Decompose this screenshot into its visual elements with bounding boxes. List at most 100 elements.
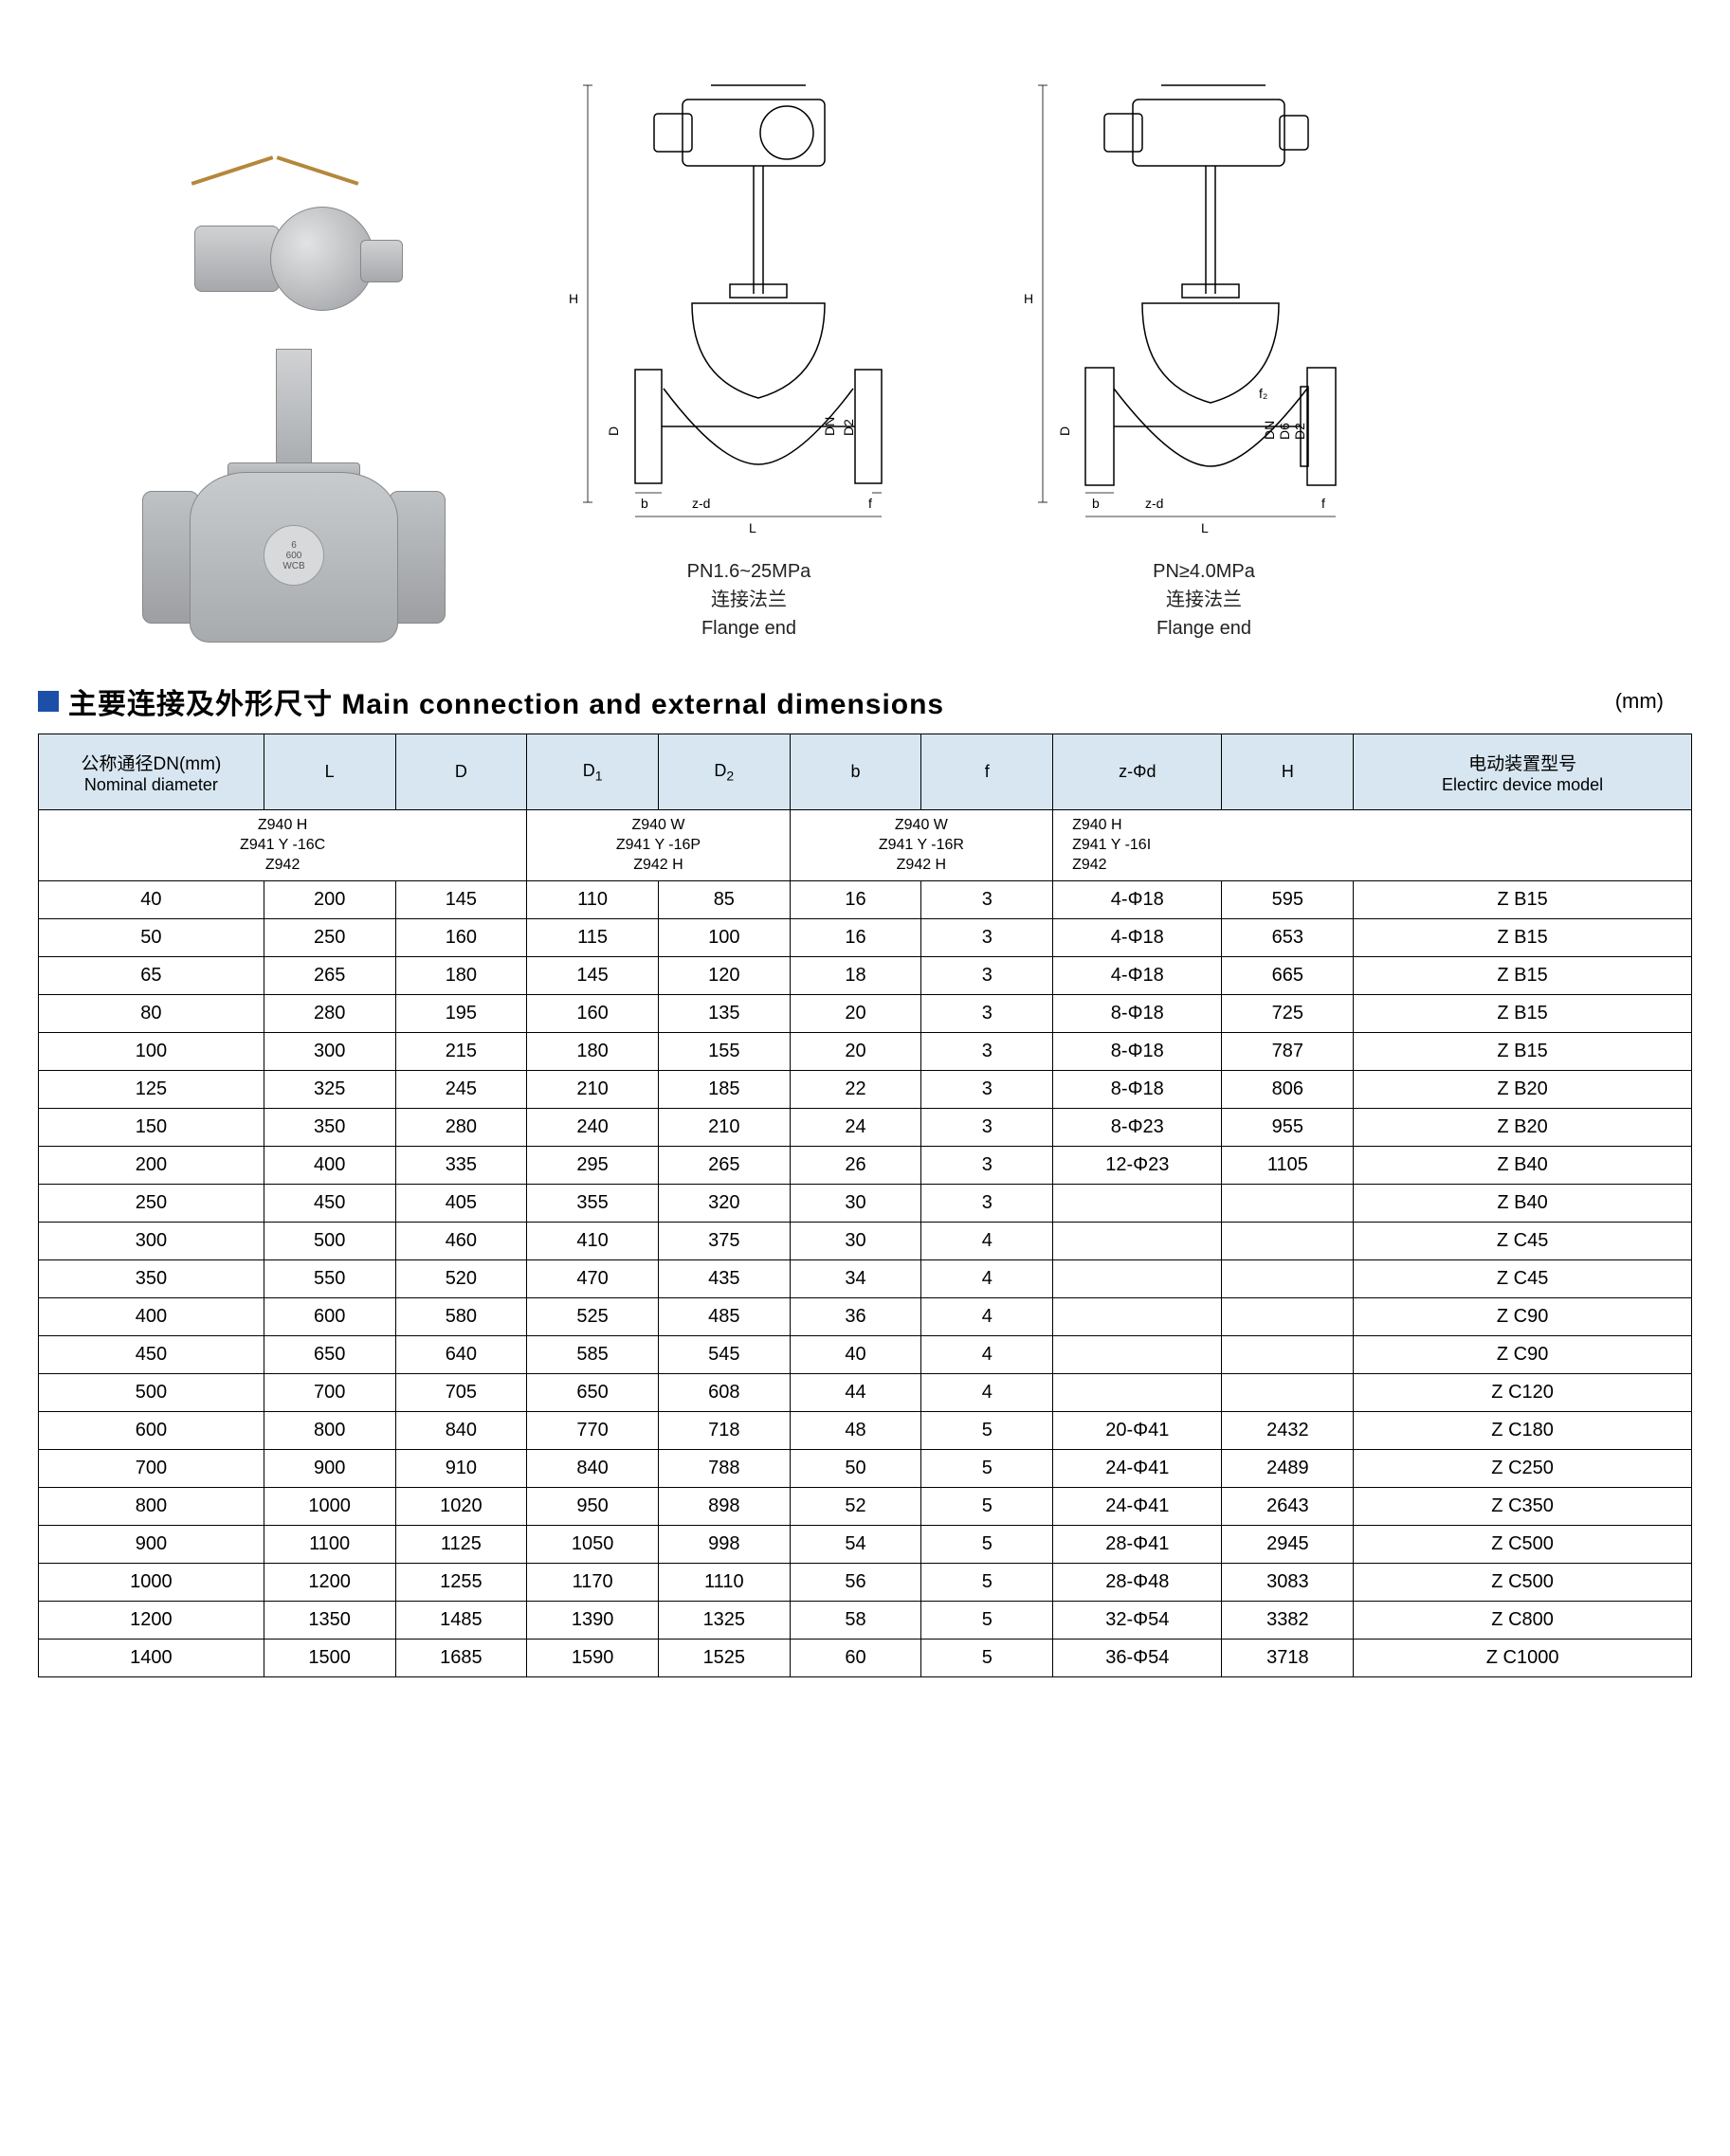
cell-dn: 700	[39, 1450, 264, 1488]
cell-dn: 600	[39, 1412, 264, 1450]
table-row: 8001000102095089852524-Φ412643Z C350	[39, 1488, 1692, 1526]
cell-model: Z B20	[1354, 1109, 1692, 1147]
cell-model: Z C90	[1354, 1298, 1692, 1336]
cell-D: 580	[395, 1298, 527, 1336]
cell-model: Z C250	[1354, 1450, 1692, 1488]
cell-f: 3	[921, 919, 1053, 957]
figures-row: 6 600 WCB H	[38, 57, 1692, 643]
cell-dn: 350	[39, 1260, 264, 1298]
cell-D1: 470	[527, 1260, 659, 1298]
cell-H: 1105	[1222, 1147, 1354, 1185]
cell-H: 2432	[1222, 1412, 1354, 1450]
cell-b: 30	[790, 1185, 921, 1223]
cell-b: 60	[790, 1640, 921, 1677]
cell-zd: 4-Φ18	[1053, 919, 1222, 957]
cell-b: 16	[790, 881, 921, 919]
diag-b-title: PN≥4.0MPa	[1153, 557, 1255, 586]
cell-D2: 608	[658, 1374, 790, 1412]
cell-zd: 24-Φ41	[1053, 1450, 1222, 1488]
svg-text:z-d: z-d	[692, 496, 710, 511]
cell-D: 405	[395, 1185, 527, 1223]
cell-f: 3	[921, 995, 1053, 1033]
photo-label-3: WCB	[282, 561, 304, 571]
cell-D1: 1590	[527, 1640, 659, 1677]
cell-D: 640	[395, 1336, 527, 1374]
cell-dn: 125	[39, 1071, 264, 1109]
cell-D1: 1390	[527, 1602, 659, 1640]
cell-f: 5	[921, 1488, 1053, 1526]
cell-H: 806	[1222, 1071, 1354, 1109]
cell-zd	[1053, 1298, 1222, 1336]
cell-b: 48	[790, 1412, 921, 1450]
cell-D1: 1050	[527, 1526, 659, 1564]
cell-D2: 120	[658, 957, 790, 995]
table-row: 90011001125105099854528-Φ412945Z C500	[39, 1526, 1692, 1564]
cell-D2: 718	[658, 1412, 790, 1450]
cell-L: 400	[264, 1147, 395, 1185]
cell-model: Z B20	[1354, 1071, 1692, 1109]
table-row: 502501601151001634-Φ18653Z B15	[39, 919, 1692, 957]
cell-H	[1222, 1336, 1354, 1374]
photo-label-2: 600	[286, 551, 302, 561]
cell-L: 1500	[264, 1640, 395, 1677]
cell-L: 1350	[264, 1602, 395, 1640]
cell-D: 1485	[395, 1602, 527, 1640]
cell-D2: 1325	[658, 1602, 790, 1640]
cell-L: 1000	[264, 1488, 395, 1526]
photo-label-1: 6	[291, 540, 297, 551]
cell-zd: 36-Φ54	[1053, 1640, 1222, 1677]
cell-H	[1222, 1298, 1354, 1336]
cell-H: 665	[1222, 957, 1354, 995]
cell-D2: 1110	[658, 1564, 790, 1602]
svg-text:D2: D2	[841, 419, 856, 436]
cell-L: 250	[264, 919, 395, 957]
cell-b: 36	[790, 1298, 921, 1336]
cell-D: 280	[395, 1109, 527, 1147]
table-row: 350550520470435344Z C45	[39, 1260, 1692, 1298]
table-row: 1000120012551170111056528-Φ483083Z C500	[39, 1564, 1692, 1602]
cell-D1: 585	[527, 1336, 659, 1374]
table-body: Z940 H Z941 Y -16C Z942 Z940 W Z941 Y -1…	[39, 810, 1692, 1677]
cell-L: 450	[264, 1185, 395, 1223]
cell-zd: 28-Φ41	[1053, 1526, 1222, 1564]
cell-f: 3	[921, 1071, 1053, 1109]
cell-D1: 650	[527, 1374, 659, 1412]
cell-f: 5	[921, 1450, 1053, 1488]
table-row: 802801951601352038-Φ18725Z B15	[39, 995, 1692, 1033]
cell-H: 2489	[1222, 1450, 1354, 1488]
cell-D1: 355	[527, 1185, 659, 1223]
cell-b: 56	[790, 1564, 921, 1602]
cell-f: 4	[921, 1374, 1053, 1412]
cell-D: 1020	[395, 1488, 527, 1526]
cell-dn: 100	[39, 1033, 264, 1071]
cell-D: 245	[395, 1071, 527, 1109]
table-row: 1503502802402102438-Φ23955Z B20	[39, 1109, 1692, 1147]
cell-b: 16	[790, 919, 921, 957]
cell-H	[1222, 1374, 1354, 1412]
cell-zd: 4-Φ18	[1053, 957, 1222, 995]
cell-model: Z C45	[1354, 1260, 1692, 1298]
mg2: Z940 W Z941 Y -16P Z942 H	[616, 816, 701, 875]
cell-model: Z C1000	[1354, 1640, 1692, 1677]
cell-b: 34	[790, 1260, 921, 1298]
cell-D2: 435	[658, 1260, 790, 1298]
diagram-a: H L b	[550, 57, 948, 643]
cell-D1: 410	[527, 1223, 659, 1260]
cell-D2: 998	[658, 1526, 790, 1564]
title-en: Main connection and external dimensions	[341, 689, 944, 720]
cell-D1: 770	[527, 1412, 659, 1450]
mg4: Z940 H Z941 Y -16I Z942	[1072, 816, 1151, 875]
cell-dn: 65	[39, 957, 264, 995]
cell-D: 705	[395, 1374, 527, 1412]
mg3: Z940 W Z941 Y -16R Z942 H	[879, 816, 964, 875]
svg-text:D6: D6	[1277, 423, 1292, 440]
cell-zd: 8-Φ18	[1053, 1033, 1222, 1071]
cell-f: 5	[921, 1564, 1053, 1602]
cell-zd: 24-Φ41	[1053, 1488, 1222, 1526]
cell-L: 200	[264, 881, 395, 919]
cell-H: 2643	[1222, 1488, 1354, 1526]
cell-dn: 300	[39, 1223, 264, 1260]
hdr-dn-en: Nominal diameter	[45, 775, 258, 795]
cell-f: 5	[921, 1526, 1053, 1564]
cell-D: 520	[395, 1260, 527, 1298]
